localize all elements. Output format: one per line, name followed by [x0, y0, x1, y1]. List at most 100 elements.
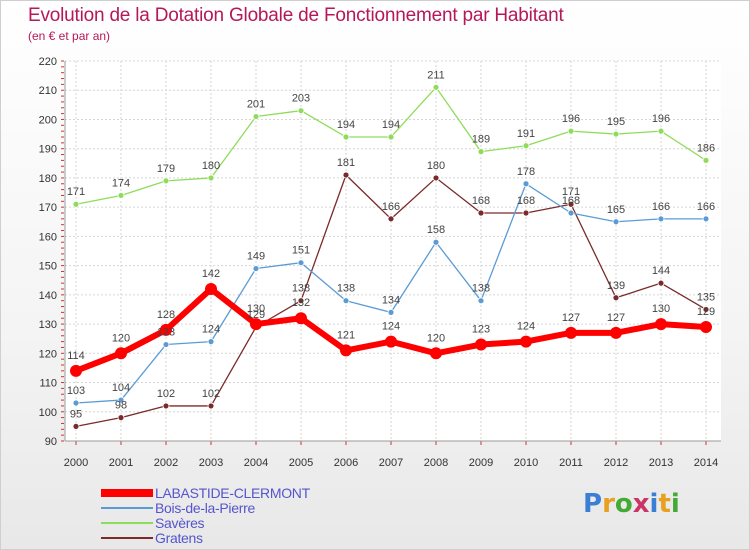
- data-label-labastide-clermont: 123: [472, 324, 490, 336]
- data-label-gratens: 102: [202, 388, 220, 400]
- y-tick-label: 200: [39, 114, 57, 126]
- legend-label-labastide-clermont: LABASTIDE-CLERMONT: [155, 485, 310, 501]
- data-label-sav-res: 203: [292, 93, 310, 105]
- data-label-sav-res: 201: [247, 99, 265, 111]
- x-tick-label: 2004: [244, 457, 268, 469]
- data-label-labastide-clermont: 120: [112, 332, 130, 344]
- data-label-bois-de-la-pierre: 103: [67, 385, 85, 397]
- data-label-gratens: 139: [607, 280, 625, 292]
- y-tick-label: 110: [39, 378, 57, 390]
- x-tick-label: 2007: [379, 457, 403, 469]
- data-point-bois-de-la-pierre: [387, 308, 395, 316]
- data-point-labastide-clermont: [295, 312, 307, 325]
- data-point-sav-res: [342, 133, 350, 141]
- data-label-bois-de-la-pierre: 178: [517, 166, 535, 178]
- data-point-gratens: [657, 279, 665, 287]
- data-label-sav-res: 179: [157, 163, 175, 175]
- data-point-sav-res: [72, 200, 80, 208]
- data-label-sav-res: 186: [697, 142, 715, 154]
- data-label-sav-res: 171: [67, 186, 85, 198]
- data-label-labastide-clermont: 128: [157, 309, 175, 321]
- data-label-sav-res: 196: [652, 113, 670, 125]
- x-tick-label: 2006: [334, 457, 358, 469]
- x-tick-label: 2008: [424, 457, 448, 469]
- logo-letter: P: [583, 489, 603, 519]
- data-label-labastide-clermont: 132: [292, 297, 310, 309]
- x-tick-label: 2005: [289, 457, 313, 469]
- data-label-bois-de-la-pierre: 138: [472, 283, 490, 295]
- logo-letter: i: [649, 489, 659, 519]
- data-point-sav-res: [657, 127, 665, 135]
- data-point-labastide-clermont: [115, 347, 127, 360]
- y-tick-label: 180: [39, 173, 57, 185]
- y-tick-label: 130: [39, 319, 57, 331]
- data-label-labastide-clermont: 124: [517, 321, 535, 333]
- y-tick-label: 140: [39, 290, 57, 302]
- logo-letter: i: [670, 489, 680, 519]
- data-label-labastide-clermont: 127: [562, 312, 580, 324]
- data-point-sav-res: [477, 148, 485, 156]
- data-point-gratens: [387, 215, 395, 223]
- data-point-labastide-clermont: [70, 364, 82, 377]
- data-label-sav-res: 196: [562, 113, 580, 125]
- data-label-sav-res: 191: [517, 128, 535, 140]
- logo-letter: r: [602, 489, 615, 519]
- y-tick-label: 160: [39, 231, 57, 243]
- data-point-gratens: [342, 171, 350, 179]
- data-point-labastide-clermont: [205, 283, 217, 295]
- data-point-sav-res: [432, 83, 440, 91]
- logo-letter: t: [658, 489, 671, 519]
- data-label-labastide-clermont: 127: [607, 312, 625, 324]
- data-point-gratens: [297, 297, 305, 305]
- data-point-bois-de-la-pierre: [162, 341, 170, 348]
- data-point-sav-res: [567, 127, 575, 135]
- x-tick-label: 2009: [469, 457, 493, 469]
- data-point-labastide-clermont: [610, 326, 622, 339]
- x-tick-label: 2000: [64, 457, 88, 469]
- data-label-bois-de-la-pierre: 104: [112, 382, 130, 394]
- data-label-sav-res: 174: [112, 177, 130, 189]
- data-point-bois-de-la-pierre: [702, 215, 710, 223]
- x-tick-label: 2002: [154, 457, 178, 469]
- data-point-labastide-clermont: [655, 318, 667, 331]
- data-label-labastide-clermont: 142: [202, 268, 220, 280]
- data-point-sav-res: [117, 192, 125, 199]
- data-point-labastide-clermont: [700, 321, 712, 333]
- data-label-labastide-clermont: 129: [697, 306, 715, 318]
- data-point-bois-de-la-pierre: [297, 259, 305, 267]
- data-label-bois-de-la-pierre: 124: [202, 324, 220, 336]
- chart-subtitle: (en € et par an): [28, 29, 111, 43]
- chart-title: Evolution de la Dotation Globale de Fonc…: [28, 5, 564, 26]
- data-label-sav-res: 211: [427, 69, 445, 81]
- data-point-labastide-clermont: [520, 335, 532, 348]
- data-point-gratens: [612, 294, 620, 302]
- data-point-labastide-clermont: [250, 318, 262, 331]
- y-tick-label: 220: [39, 56, 57, 68]
- legend-swatch-labastide-clermont: [101, 489, 153, 497]
- x-tick-label: 2014: [694, 457, 718, 469]
- data-label-bois-de-la-pierre: 165: [607, 204, 625, 216]
- plot-area: [65, 61, 721, 441]
- y-tick-label: 150: [39, 261, 57, 273]
- data-label-gratens: 98: [115, 400, 127, 412]
- data-point-bois-de-la-pierre: [117, 396, 125, 404]
- data-label-gratens: 144: [652, 265, 670, 277]
- data-point-labastide-clermont: [385, 335, 397, 348]
- data-point-gratens: [522, 209, 530, 217]
- data-point-gratens: [567, 200, 575, 208]
- y-tick-label: 90: [45, 436, 57, 448]
- y-tick-label: 170: [39, 202, 57, 214]
- y-tick-label: 190: [39, 144, 57, 156]
- y-tick-label: 120: [39, 348, 57, 360]
- logo-letter: x: [632, 489, 650, 519]
- legend-swatch-sav-res: [101, 522, 153, 524]
- x-tick-label: 2010: [514, 457, 538, 469]
- data-label-labastide-clermont: 114: [67, 350, 85, 362]
- logo-letter: o: [614, 489, 633, 519]
- data-point-sav-res: [612, 130, 620, 138]
- data-point-gratens: [432, 174, 440, 182]
- data-label-bois-de-la-pierre: 123: [157, 327, 175, 339]
- data-point-bois-de-la-pierre: [252, 265, 260, 272]
- data-point-bois-de-la-pierre: [522, 180, 530, 188]
